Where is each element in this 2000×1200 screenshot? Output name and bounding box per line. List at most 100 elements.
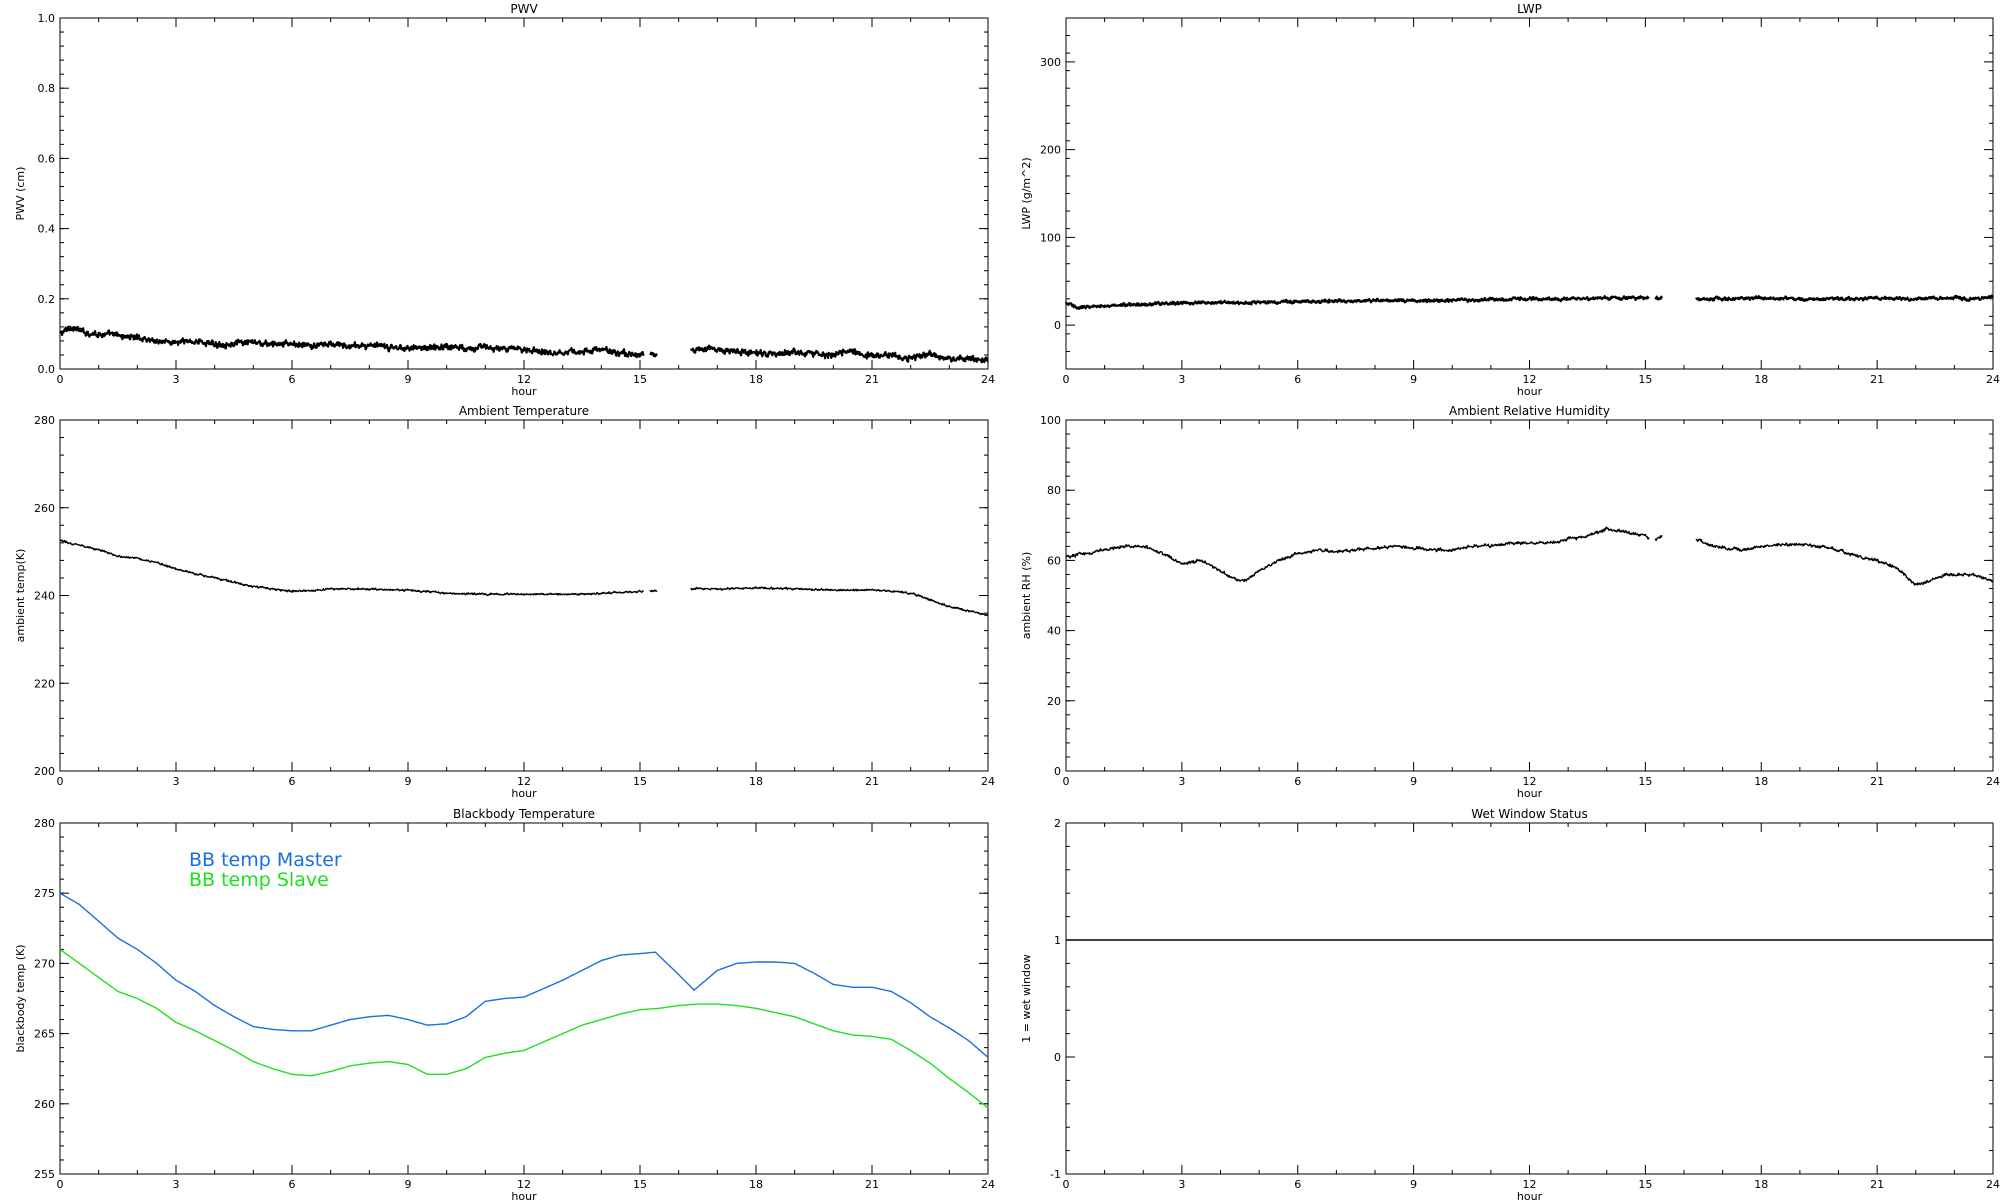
panel-blackbody-temperature: 0 3 6 9 12 15 18 21 24 255 260 265 270 275 280 Blackbod… <box>14 807 995 1200</box>
x-tick-label: 12 <box>517 775 531 788</box>
y-tick-label: 275 <box>34 887 55 900</box>
x-tick-label: 3 <box>1178 775 1185 788</box>
x-tick-label: 24 <box>981 775 995 788</box>
x-tick-label: 6 <box>289 373 296 386</box>
y-tick-label: 300 <box>1040 56 1061 69</box>
x-tick-label: 15 <box>1638 775 1652 788</box>
chart-title: Ambient Temperature <box>459 404 589 418</box>
x-tick-label: 15 <box>633 1178 647 1191</box>
chart-title: PWV <box>510 2 538 16</box>
y-axis-title: ambient temp(K) <box>14 549 27 643</box>
panel-ambient-temperature: 0 3 6 9 12 15 18 21 24 200 220 240 260 280 Ambient Tem… <box>14 404 995 800</box>
series-line <box>1064 294 1994 310</box>
y-tick-label: 280 <box>34 817 55 830</box>
chart-title: LWP <box>1517 2 1542 16</box>
x-tick-label: 0 <box>57 373 64 386</box>
plot-frame <box>1065 419 1994 772</box>
y-tick-label: 200 <box>1040 144 1061 157</box>
y-tick-label: 0.2 <box>38 293 56 306</box>
y-tick-label: 0.6 <box>38 152 56 165</box>
x-axis-title: hour <box>511 787 537 800</box>
x-axis-title: hour <box>1517 787 1543 800</box>
y-tick-label: 1.0 <box>38 12 56 25</box>
x-axis-title: hour <box>511 385 537 398</box>
x-tick-label: 12 <box>1523 1178 1537 1191</box>
x-tick-label: 15 <box>1638 1178 1652 1191</box>
x-tick-label: 12 <box>1523 373 1537 386</box>
x-tick-label: 9 <box>1410 775 1417 788</box>
x-tick-label: 24 <box>981 1178 995 1191</box>
y-tick-label: 100 <box>1040 231 1061 244</box>
x-tick-label: 3 <box>173 775 180 788</box>
x-axis-title: hour <box>1517 385 1543 398</box>
y-tick-label: 80 <box>1047 484 1061 497</box>
series-line <box>1065 526 1994 586</box>
x-tick-label: 6 <box>1294 373 1301 386</box>
y-tick-label: -1 <box>1050 1168 1061 1181</box>
y-tick-label: 40 <box>1047 625 1061 638</box>
x-tick-label: 18 <box>1754 1178 1768 1191</box>
chart-title: Wet Window Status <box>1471 807 1587 821</box>
y-tick-label: 265 <box>34 1028 55 1041</box>
x-tick-label: 21 <box>1870 775 1884 788</box>
y-tick-label: 2 <box>1054 817 1061 830</box>
y-tick-label: 20 <box>1047 695 1061 708</box>
y-tick-label: 240 <box>34 590 55 603</box>
y-tick-label: 200 <box>34 765 55 778</box>
x-tick-label: 6 <box>289 775 296 788</box>
x-tick-label: 3 <box>1178 373 1185 386</box>
x-tick-label: 12 <box>517 1178 531 1191</box>
x-tick-label: 24 <box>1986 1178 2000 1191</box>
legend-entry: BB temp Slave <box>189 869 329 891</box>
x-tick-label: 0 <box>57 1178 64 1191</box>
x-tick-label: 21 <box>865 1178 879 1191</box>
y-tick-label: 0.0 <box>38 363 56 376</box>
x-tick-label: 0 <box>1063 373 1070 386</box>
y-tick-label: 0.4 <box>38 223 56 236</box>
x-axis-title: hour <box>1517 1190 1543 1200</box>
x-tick-label: 21 <box>865 373 879 386</box>
x-tick-label: 0 <box>57 775 64 788</box>
x-tick-label: 6 <box>289 1178 296 1191</box>
x-tick-label: 6 <box>1294 1178 1301 1191</box>
x-tick-label: 21 <box>1870 373 1884 386</box>
y-tick-label: 280 <box>34 414 55 427</box>
y-axis-title: blackbody temp (K) <box>14 945 27 1053</box>
x-tick-label: 9 <box>1410 1178 1417 1191</box>
plot-frame <box>59 419 989 772</box>
x-tick-label: 9 <box>405 775 412 788</box>
y-tick-label: 270 <box>34 957 55 970</box>
series-line <box>59 325 989 364</box>
y-tick-label: 1 <box>1054 934 1061 947</box>
x-tick-label: 15 <box>633 775 647 788</box>
x-tick-label: 3 <box>1178 1178 1185 1191</box>
y-tick-label: 255 <box>34 1168 55 1181</box>
series-line <box>59 539 989 617</box>
chart-title: Ambient Relative Humidity <box>1449 404 1610 418</box>
x-tick-label: 18 <box>1754 775 1768 788</box>
plot-frame <box>1065 17 1994 370</box>
panel-lwp: 0 3 6 9 12 15 18 21 24 0 100 200 300 LWP hour LWP (g/m^… <box>1020 2 2000 398</box>
x-tick-label: 18 <box>749 775 763 788</box>
y-tick-label: 220 <box>34 677 55 690</box>
x-tick-label: 24 <box>1986 775 2000 788</box>
x-tick-label: 24 <box>1986 373 2000 386</box>
x-tick-label: 9 <box>405 373 412 386</box>
panel-ambient-relative-humidity: 0 3 6 9 12 15 18 21 24 0 20 40 60 80 100 Ambient Relati… <box>1020 404 2000 800</box>
y-axis-title: LWP (g/m^2) <box>1020 157 1033 229</box>
x-tick-label: 15 <box>1638 373 1652 386</box>
x-tick-label: 12 <box>517 373 531 386</box>
x-tick-label: 24 <box>981 373 995 386</box>
x-tick-label: 12 <box>1523 775 1537 788</box>
x-tick-label: 18 <box>749 373 763 386</box>
y-axis-title: 1 = wet window <box>1020 954 1033 1043</box>
y-axis-title: ambient RH (%) <box>1020 552 1033 640</box>
y-tick-label: 260 <box>34 1098 55 1111</box>
y-tick-label: 60 <box>1047 554 1061 567</box>
x-tick-label: 9 <box>405 1178 412 1191</box>
x-tick-label: 21 <box>865 775 879 788</box>
plot-frame <box>1065 822 1994 1175</box>
panel-pwv: 0 3 6 9 12 15 18 21 24 0.0 0.2 0.4 0.6 0.8 1.0 PWV hour P… <box>14 2 995 398</box>
chart-title: Blackbody Temperature <box>453 807 595 821</box>
